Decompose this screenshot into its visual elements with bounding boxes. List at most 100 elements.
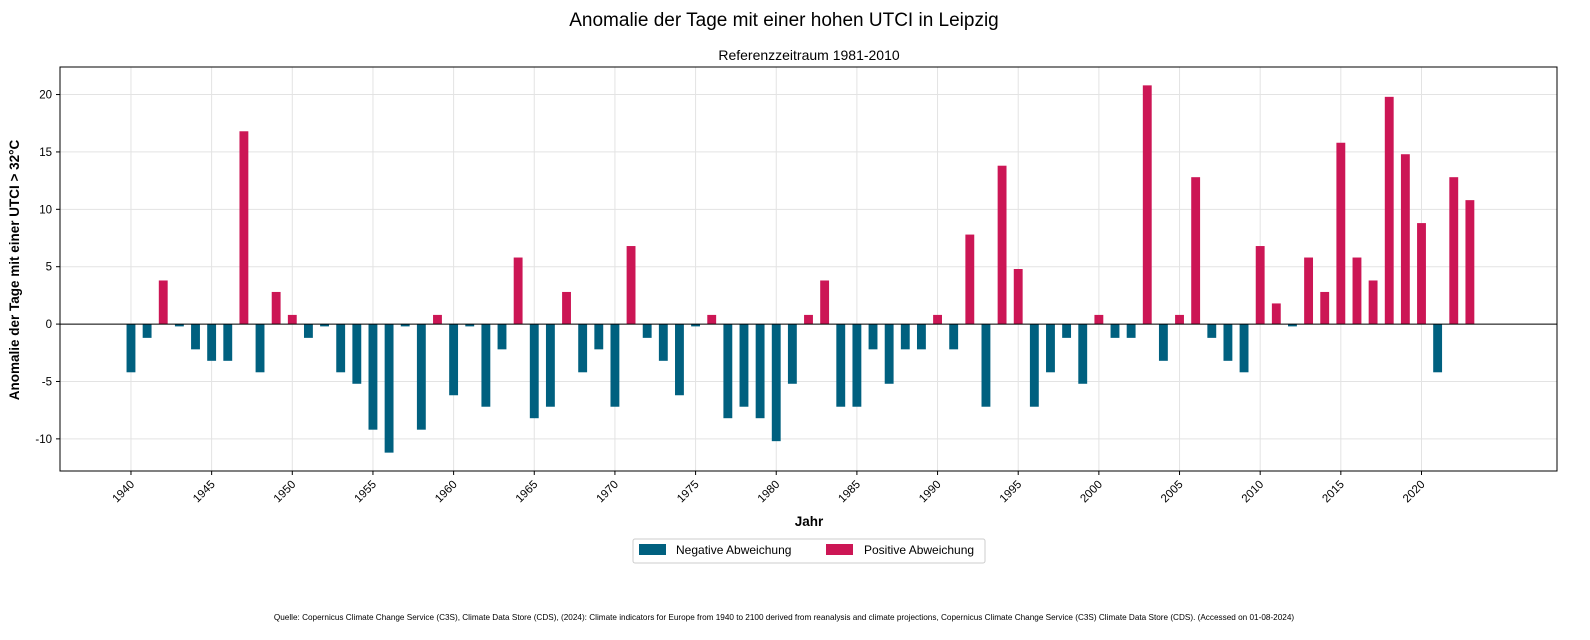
- bar-negative: [836, 324, 846, 407]
- bar-positive: [933, 314, 942, 325]
- bar-positive: [804, 314, 813, 325]
- plot-frame: [59, 66, 1558, 472]
- bar-positive: [562, 291, 571, 325]
- bar-negative: [174, 324, 184, 327]
- legend-box: [632, 538, 986, 564]
- bar-negative: [320, 324, 329, 327]
- bar-negative: [1029, 324, 1039, 407]
- x-tick-label: 2010: [1240, 479, 1267, 506]
- bar-negative: [658, 324, 668, 361]
- x-tick-label: 1985: [836, 479, 863, 506]
- bar-negative: [723, 324, 733, 419]
- x-tick-label: 1940: [111, 479, 138, 506]
- bar-negative: [336, 324, 346, 373]
- x-tick-label: 1945: [191, 479, 218, 506]
- bar-negative: [981, 324, 991, 407]
- bar-positive: [1255, 246, 1265, 325]
- y-tick-label: 10: [39, 204, 52, 216]
- x-tick-label: 1960: [433, 479, 460, 506]
- bar-negative: [1126, 324, 1136, 338]
- bar-negative: [852, 324, 862, 407]
- bar-negative: [352, 324, 362, 384]
- bar-positive: [1352, 257, 1362, 325]
- bar-negative: [868, 324, 878, 350]
- bar-negative: [142, 324, 152, 338]
- bar-negative: [787, 324, 797, 384]
- y-tick-label: -5: [42, 376, 52, 388]
- bar-negative: [449, 324, 459, 396]
- bar-negative: [675, 324, 684, 396]
- y-tick-label: 15: [39, 147, 52, 159]
- bar-positive: [433, 314, 442, 325]
- bar-positive: [1368, 280, 1378, 325]
- bar-negative: [739, 324, 749, 407]
- y-axis: -10 -5 0 5 10 15 20: [35, 90, 60, 446]
- x-tick-label: 1990: [917, 479, 944, 506]
- x-tick-label: 1965: [514, 479, 541, 506]
- x-tick-label: 1980: [756, 479, 783, 506]
- bar-negative: [529, 324, 539, 419]
- bar-negative: [900, 324, 910, 350]
- bar-negative: [1062, 324, 1072, 338]
- bar-negative: [949, 324, 959, 350]
- x-tick-label: 2020: [1401, 479, 1428, 506]
- bar-positive: [1175, 314, 1184, 325]
- bar-negative: [1288, 324, 1297, 327]
- bar-negative: [1207, 324, 1217, 338]
- legend: Negative Abweichung Positive Abweichung: [632, 538, 986, 564]
- bar-negative: [465, 324, 475, 327]
- bar-negative: [1078, 324, 1088, 384]
- y-tick-label: 0: [46, 319, 52, 331]
- bar-positive: [1320, 291, 1330, 325]
- bar-negative: [642, 324, 652, 338]
- bar-positive: [158, 280, 168, 325]
- x-tick-label: 2015: [1320, 479, 1347, 506]
- bar-negative: [207, 324, 217, 361]
- bar-positive: [1336, 142, 1346, 325]
- legend-swatch-positive: [826, 544, 853, 555]
- bar-negative: [610, 324, 620, 407]
- bar-negative: [1239, 324, 1249, 373]
- bar-negative: [578, 324, 588, 373]
- y-tick-label: 5: [46, 262, 52, 274]
- x-tick-label: 1970: [594, 479, 621, 506]
- y-tick-label: -10: [35, 434, 52, 446]
- bar-negative: [416, 324, 426, 430]
- bar-negative: [126, 324, 136, 373]
- bar-negative: [594, 324, 604, 350]
- bar-positive: [1417, 223, 1426, 325]
- bar-positive: [271, 291, 281, 325]
- bar-negative: [771, 324, 781, 442]
- y-axis-label: Anomalie der Tage mit einer UTCI > 32°C: [7, 139, 22, 400]
- bar-negative: [884, 324, 894, 384]
- bar-negative: [368, 324, 378, 430]
- bar-positive: [1384, 96, 1394, 325]
- bar-negative: [1158, 324, 1168, 361]
- x-tick-label: 1955: [352, 479, 379, 506]
- bar-negative: [916, 324, 926, 350]
- legend-label-positive: Positive Abweichung: [864, 543, 974, 557]
- bar-negative: [1223, 324, 1233, 361]
- bars: [126, 85, 1475, 453]
- bar-negative: [384, 324, 394, 453]
- bar-negative: [755, 324, 765, 419]
- x-tick-label: 1995: [998, 479, 1025, 506]
- bar-positive: [1094, 314, 1104, 325]
- bar-negative: [255, 324, 265, 373]
- legend-swatch-negative: [639, 544, 666, 555]
- x-tick-label: 1950: [272, 479, 299, 506]
- bar-negative: [223, 324, 233, 361]
- bar-positive: [1449, 177, 1459, 325]
- bar-negative: [481, 324, 491, 407]
- bar-negative: [497, 324, 507, 350]
- bar-positive: [287, 314, 297, 325]
- bar-positive: [513, 257, 523, 325]
- bar-positive: [1191, 177, 1201, 325]
- x-axis: 1940 1945 1950 1955 1960 1965 1970 1975 1980 1985…: [111, 471, 1428, 505]
- x-tick-label: 2000: [1078, 479, 1105, 506]
- bar-positive: [1271, 303, 1281, 325]
- y-tick-label: 20: [39, 90, 52, 102]
- bar-negative: [691, 324, 701, 327]
- bar-negative: [545, 324, 555, 407]
